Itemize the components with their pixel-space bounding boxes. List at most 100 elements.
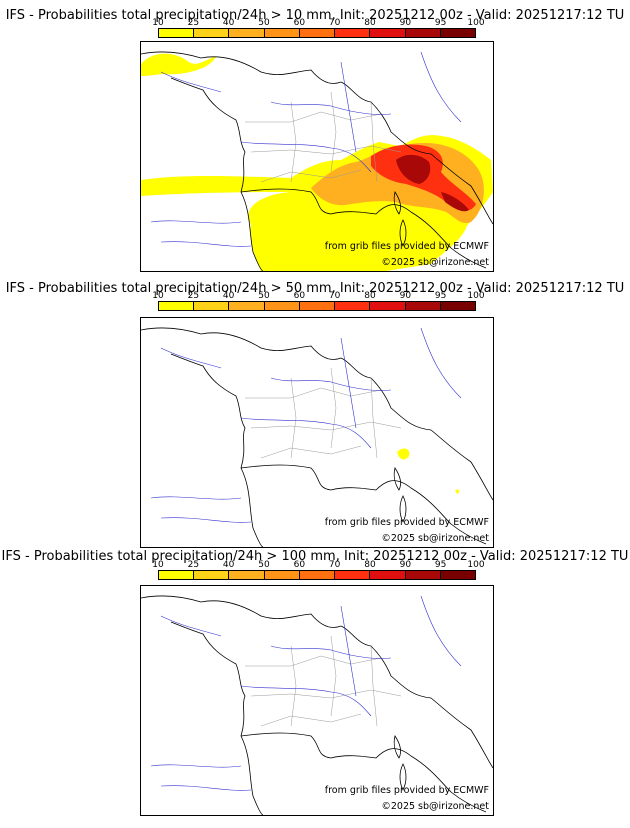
scale-color-swatch <box>335 571 371 579</box>
scale-tick-labels: 10 25 40 50 60 70 80 90 95 100 <box>152 560 484 570</box>
scale-tick-label: 90 <box>399 291 412 301</box>
scale-tick-label: 90 <box>399 18 412 28</box>
scale-color-swatch <box>440 571 475 579</box>
scale-color-swatch <box>159 29 195 37</box>
scale-tick-label: 95 <box>434 291 447 301</box>
scale-color-bar <box>158 301 476 311</box>
internal-borders <box>245 91 402 183</box>
scale-tick-label: 25 <box>187 18 200 28</box>
panel-10mm: IFS - Probabilities total precipitation/… <box>0 0 630 276</box>
map-svg <box>141 51 493 271</box>
scale-color-swatch <box>335 302 371 310</box>
panel-title: IFS - Probabilities total precipitation/… <box>5 8 625 23</box>
scale-color-swatch <box>159 571 195 579</box>
scale-tick-label: 10 <box>152 560 164 570</box>
scale-color-swatch <box>299 302 336 310</box>
precip-area-dot <box>455 489 460 494</box>
scale-color-swatch <box>264 29 300 37</box>
precipitation-map: from grib files provided by ECMWF ©2025 … <box>140 41 494 272</box>
scale-color-swatch <box>405 29 441 37</box>
scale-color-swatch <box>264 571 300 579</box>
scale-tick-labels: 10 25 40 50 60 70 80 90 95 100 <box>152 18 484 28</box>
scale-color-swatch <box>299 29 336 37</box>
internal-borders <box>245 635 402 727</box>
scale-tick-label: 100 <box>467 560 485 570</box>
scale-color-swatch <box>405 302 441 310</box>
scale-color-bar <box>158 28 476 38</box>
copyright-text: ©2025 sb@irizone.net <box>381 257 489 268</box>
map-svg <box>141 327 493 547</box>
probability-scale: 10 25 40 50 60 70 80 90 95 100 <box>152 560 485 580</box>
scale-color-swatch <box>370 302 406 310</box>
scale-tick-label: 40 <box>222 18 235 28</box>
scale-tick-label: 10 <box>152 291 164 301</box>
scale-color-swatch <box>229 302 265 310</box>
source-credit: from grib files provided by ECMWF <box>324 241 489 252</box>
scale-tick-label: 95 <box>434 560 447 570</box>
panel-100mm: IFS - Probabilities total precipitation/… <box>0 540 630 828</box>
rivers <box>150 327 462 523</box>
precipitation-map: from grib files provided by ECMWF ©2025 … <box>140 585 494 816</box>
internal-borders <box>245 367 402 459</box>
scale-tick-label: 25 <box>187 560 200 570</box>
scale-tick-label: 40 <box>222 291 235 301</box>
scale-tick-label: 25 <box>187 291 200 301</box>
probability-scale: 10 25 40 50 60 70 80 90 95 100 <box>152 291 485 311</box>
scale-tick-label: 80 <box>364 291 376 301</box>
source-credit: from grib files provided by ECMWF <box>324 517 489 528</box>
scale-color-swatch <box>405 571 441 579</box>
precip-area-channel <box>141 53 216 76</box>
scale-color-bar <box>158 570 476 580</box>
scale-color-swatch <box>229 29 265 37</box>
copyright-text: ©2025 sb@irizone.net <box>381 801 489 812</box>
precip-area-small <box>397 448 410 460</box>
precip-shading <box>397 448 460 494</box>
panel-title: IFS - Probabilities total precipitation/… <box>5 281 625 296</box>
scale-tick-label: 100 <box>467 291 485 301</box>
scale-tick-label: 10 <box>152 18 164 28</box>
scale-color-swatch <box>370 571 406 579</box>
precip-area-core-2 <box>441 192 469 212</box>
scale-color-swatch <box>440 302 475 310</box>
scale-color-swatch <box>335 29 371 37</box>
scale-tick-label: 60 <box>293 18 306 28</box>
scale-tick-label: 90 <box>399 560 412 570</box>
coastlines <box>141 327 493 547</box>
panel-50mm: IFS - Probabilities total precipitation/… <box>0 270 630 548</box>
probability-scale: 10 25 40 50 60 70 80 90 95 100 <box>152 18 485 38</box>
precipitation-map: from grib files provided by ECMWF ©2025 … <box>140 317 494 548</box>
scale-tick-label: 60 <box>293 291 306 301</box>
scale-color-swatch <box>440 29 475 37</box>
scale-tick-label: 70 <box>328 560 341 570</box>
scale-tick-label: 50 <box>258 291 270 301</box>
scale-tick-label: 80 <box>364 18 376 28</box>
rivers <box>150 51 462 247</box>
scale-color-swatch <box>229 571 265 579</box>
scale-tick-label: 60 <box>293 560 306 570</box>
rivers <box>150 595 462 791</box>
coastlines <box>141 595 493 815</box>
scale-color-swatch <box>370 29 406 37</box>
scale-color-swatch <box>264 302 300 310</box>
scale-tick-label: 100 <box>467 18 485 28</box>
copyright-text: ©2025 sb@irizone.net <box>381 533 489 544</box>
scale-tick-label: 70 <box>328 18 341 28</box>
scale-color-swatch <box>194 29 230 37</box>
scale-color-swatch <box>194 302 230 310</box>
scale-tick-label: 70 <box>328 291 341 301</box>
scale-color-swatch <box>194 571 230 579</box>
coastlines <box>141 51 493 271</box>
source-credit: from grib files provided by ECMWF <box>324 785 489 796</box>
scale-tick-label: 50 <box>258 560 270 570</box>
precip-shading <box>141 53 493 271</box>
scale-tick-label: 40 <box>222 560 235 570</box>
scale-color-swatch <box>299 571 336 579</box>
scale-tick-label: 80 <box>364 560 376 570</box>
scale-color-swatch <box>159 302 195 310</box>
scale-tick-label: 95 <box>434 18 447 28</box>
map-svg <box>141 595 493 815</box>
precip-area-core <box>396 154 431 184</box>
panel-title: IFS - Probabilities total precipitation/… <box>1 549 629 564</box>
scale-tick-labels: 10 25 40 50 60 70 80 90 95 100 <box>152 291 484 301</box>
scale-tick-label: 50 <box>258 18 270 28</box>
